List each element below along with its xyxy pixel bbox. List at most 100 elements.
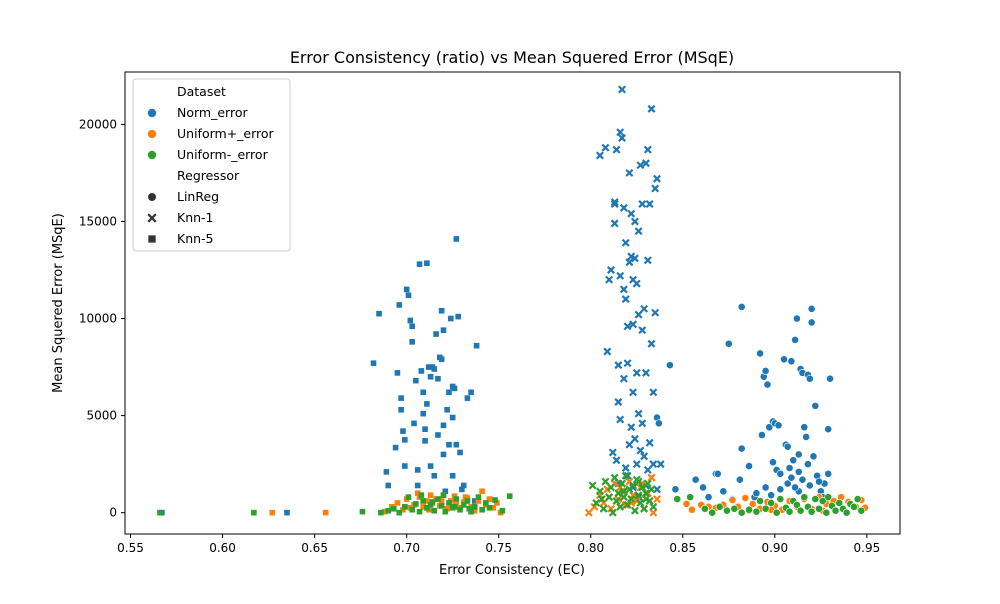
data-point <box>610 200 619 208</box>
data-point <box>634 310 643 319</box>
data-point <box>618 134 627 142</box>
data-point <box>761 367 770 375</box>
data-point <box>632 279 641 288</box>
y-axis: 0 5000 10000 15000 20000 <box>79 117 125 520</box>
legend-title-dataset: Dataset <box>177 84 226 99</box>
data-point <box>402 463 408 469</box>
data-point <box>735 475 744 484</box>
data-point <box>475 498 482 504</box>
data-point <box>787 357 796 366</box>
data-point <box>647 473 656 482</box>
data-point <box>427 502 434 508</box>
data-point <box>612 456 621 465</box>
data-point <box>621 238 630 247</box>
data-point <box>850 502 858 511</box>
data-point <box>416 508 423 515</box>
data-point <box>460 499 467 505</box>
data-point <box>420 504 427 510</box>
data-point <box>791 335 799 344</box>
data-point <box>619 487 628 496</box>
data-point <box>763 380 772 389</box>
data-point <box>431 472 438 479</box>
data-point <box>381 508 388 515</box>
data-point <box>756 497 764 505</box>
legend: Dataset Norm_error Uniform+_error Uniform-_… <box>132 78 291 252</box>
series-uniform-error-knn-5 <box>157 492 513 516</box>
data-point <box>420 389 427 396</box>
legend-item-label: Norm_error <box>177 105 248 120</box>
data-point <box>638 326 647 335</box>
series-norm-error-knn-1 <box>595 85 665 502</box>
data-point <box>625 258 634 267</box>
data-point <box>431 366 438 372</box>
data-point <box>435 375 441 382</box>
x-tick-label: 0.75 <box>485 541 512 555</box>
legend-title-regressor: Regressor <box>177 168 240 183</box>
data-point <box>471 504 478 510</box>
data-point <box>390 505 397 512</box>
data-point <box>414 490 421 497</box>
data-point <box>649 502 658 511</box>
chart-title: Error Consistency (ratio) vs Mean Squere… <box>290 48 734 67</box>
data-point <box>623 359 632 368</box>
data-point <box>636 498 645 507</box>
data-point <box>767 491 776 500</box>
data-point <box>411 420 417 427</box>
x-tick-label: 0.55 <box>117 541 144 555</box>
data-point <box>691 475 700 484</box>
y-tick-label: 10000 <box>79 312 117 326</box>
data-point <box>400 428 406 434</box>
series-uniform-error-linreg <box>673 493 866 517</box>
data-point <box>665 361 674 370</box>
x-tick-label: 0.60 <box>209 541 236 555</box>
data-point <box>636 161 645 170</box>
data-point <box>688 505 696 514</box>
data-point <box>605 493 614 502</box>
data-point <box>776 495 785 503</box>
data-point <box>440 422 447 429</box>
data-point <box>616 271 625 280</box>
data-point <box>359 508 366 515</box>
data-point <box>641 489 650 498</box>
data-point <box>251 509 257 516</box>
data-point <box>745 505 753 514</box>
data-point <box>785 464 794 472</box>
y-tick-label: 15000 <box>79 214 117 228</box>
data-point <box>385 507 392 514</box>
x-tick-label: 0.95 <box>854 541 881 555</box>
data-point <box>809 452 818 461</box>
data-point <box>427 463 434 469</box>
data-point <box>592 498 601 507</box>
data-point <box>446 441 452 448</box>
data-point <box>394 500 401 506</box>
data-point <box>807 304 816 313</box>
data-point <box>440 327 447 333</box>
data-point <box>453 496 460 502</box>
data-point <box>438 503 445 509</box>
data-point <box>438 356 445 363</box>
data-point <box>776 469 785 478</box>
data-point <box>455 313 461 320</box>
data-point <box>656 460 665 469</box>
data-point <box>761 483 770 492</box>
data-point <box>632 460 641 469</box>
data-point <box>618 479 627 488</box>
data-point <box>435 432 441 438</box>
data-point <box>673 495 682 503</box>
data-point <box>425 364 432 370</box>
data-point <box>719 487 728 496</box>
data-point <box>654 419 663 428</box>
data-point <box>800 423 809 432</box>
data-point <box>446 500 452 506</box>
data-point <box>647 339 656 348</box>
data-point <box>649 460 658 469</box>
data-point <box>752 507 761 516</box>
legend-marker <box>147 150 157 160</box>
data-point <box>494 500 500 506</box>
series-norm-error-knn-5 <box>159 236 480 516</box>
data-point <box>745 462 753 470</box>
data-point <box>651 308 660 317</box>
data-point <box>621 471 630 480</box>
data-point <box>822 508 831 517</box>
x-tick-label: 0.70 <box>393 541 420 555</box>
